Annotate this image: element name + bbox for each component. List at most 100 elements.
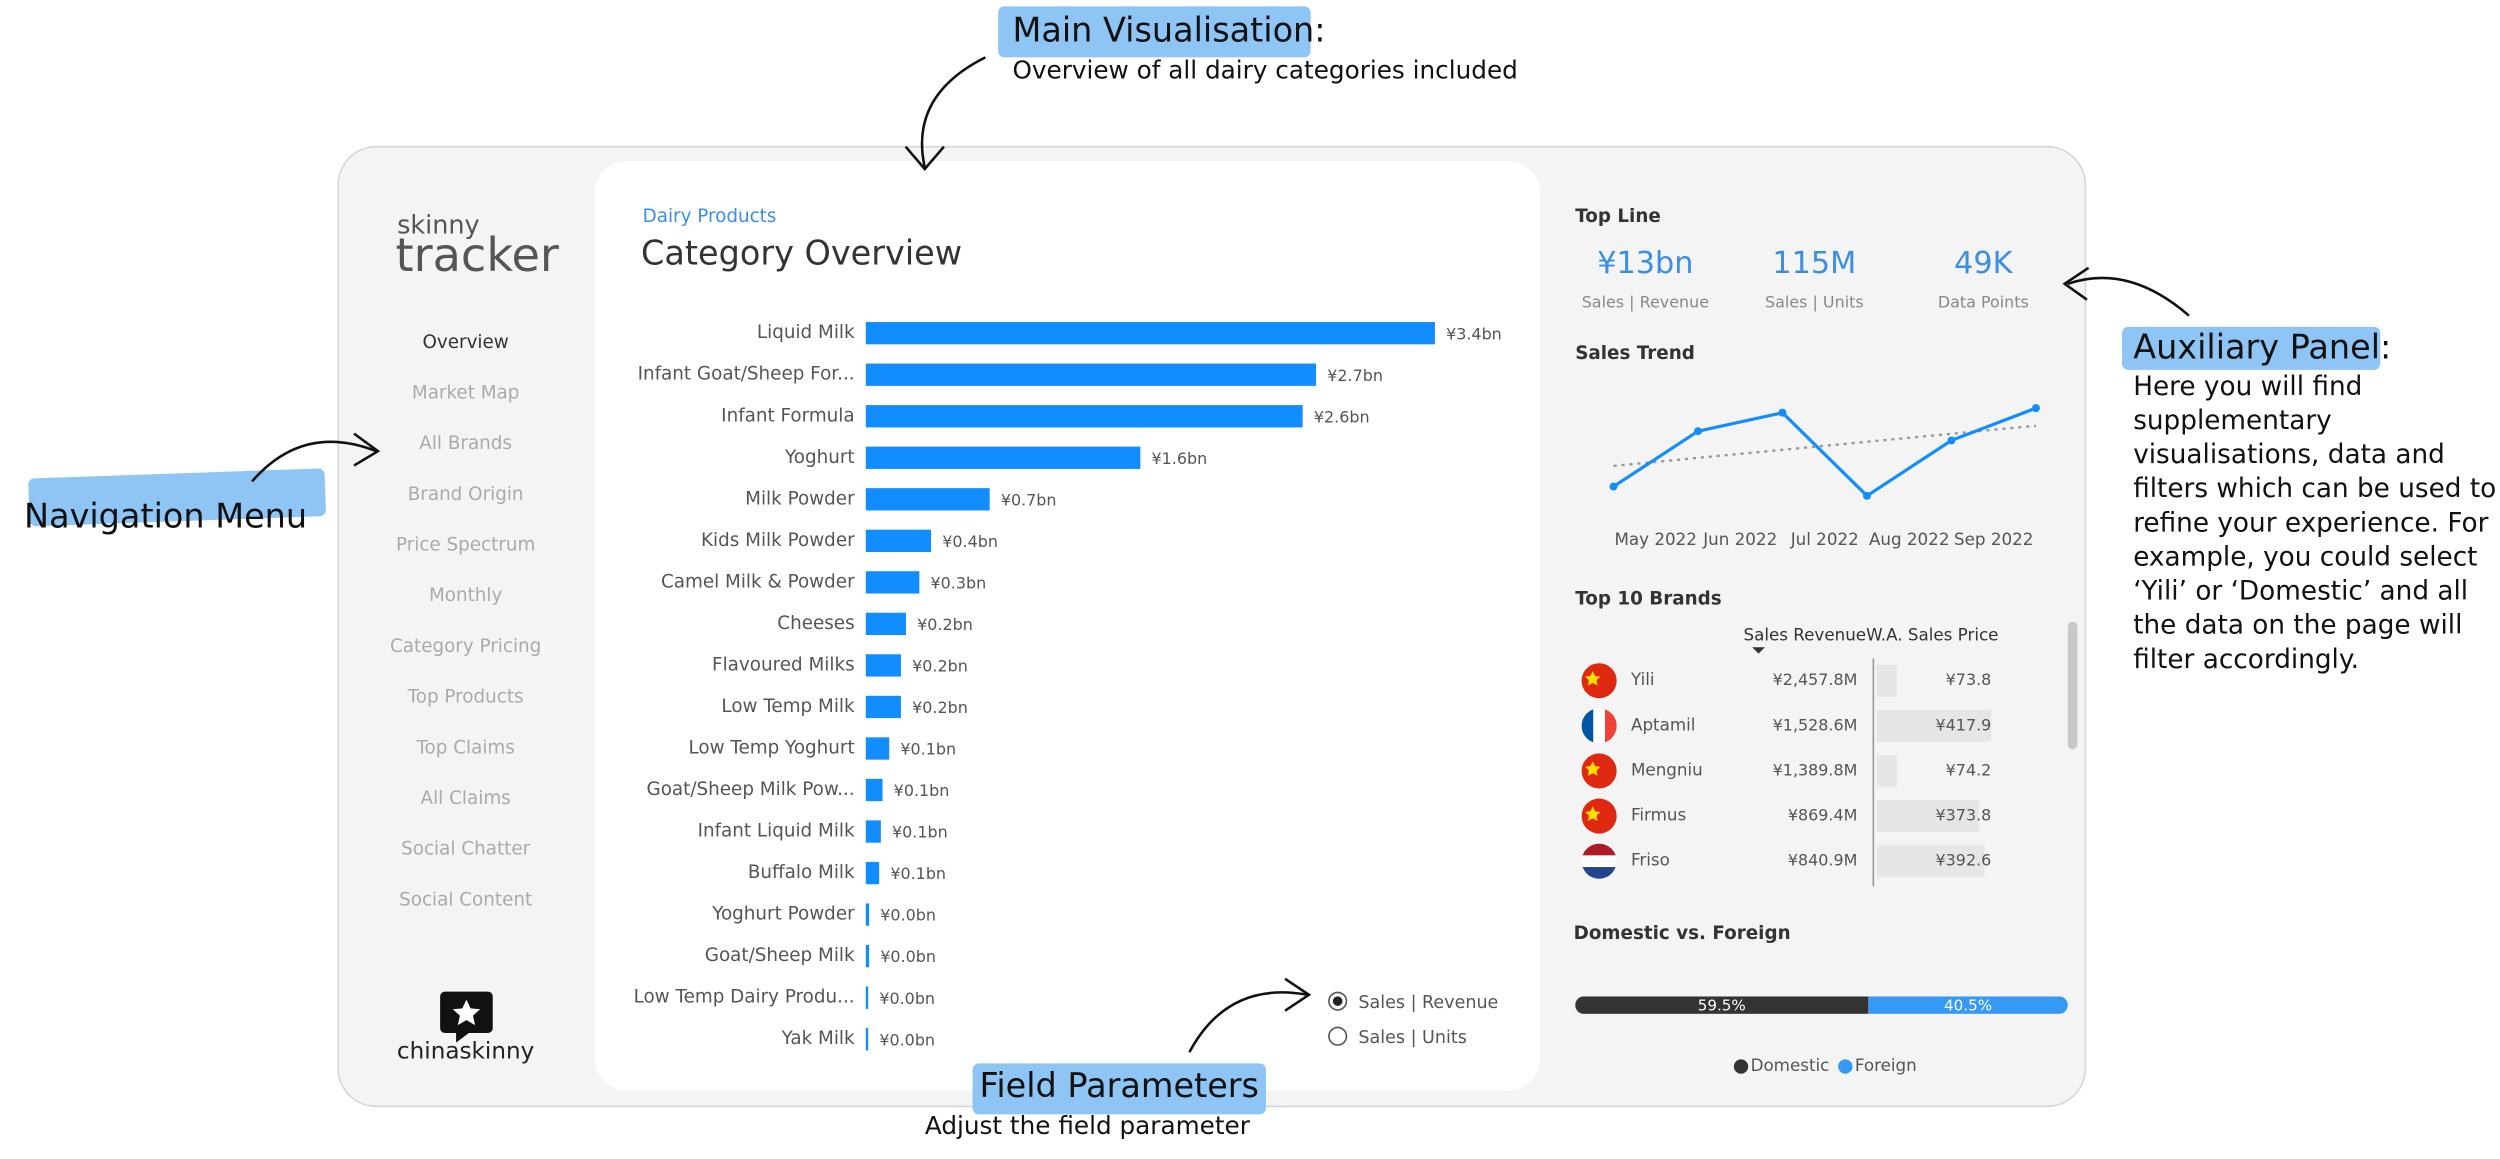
nav-item[interactable]: Category Pricing xyxy=(390,636,541,657)
bar xyxy=(865,571,920,594)
annotation-title: Main Visualisation: xyxy=(1012,10,1325,49)
line xyxy=(1612,406,2037,498)
legend-swatch xyxy=(1838,1059,1853,1074)
value-label: ¥1.6bn xyxy=(1151,449,1207,468)
brand-name: Aptamil xyxy=(1631,714,1695,734)
value-label: 40.5% xyxy=(1944,996,1992,1014)
category-label: Infant Formula xyxy=(721,405,854,426)
bar xyxy=(865,405,1303,428)
nav-item[interactable]: All Brands xyxy=(419,433,512,454)
category-label: Liquid Milk xyxy=(757,322,855,343)
nav-item[interactable]: Social Content xyxy=(399,889,532,910)
bar xyxy=(865,944,870,968)
category-label: Low Temp Dairy Produ... xyxy=(634,987,855,1008)
nav-item[interactable]: Brand Origin xyxy=(408,484,524,505)
value-label: ¥2.7bn xyxy=(1327,366,1383,385)
x-tick-label: Jul 2022 xyxy=(1790,529,1859,549)
bar xyxy=(865,322,1435,345)
nav-item[interactable]: Top Products xyxy=(407,687,524,708)
value-label: 59.5% xyxy=(1698,996,1746,1014)
price-label: ¥417.9 xyxy=(1936,715,1992,734)
bar xyxy=(865,778,883,802)
point xyxy=(1947,436,1956,445)
bar xyxy=(865,363,1317,386)
radio[interactable] xyxy=(1328,1026,1348,1046)
bar xyxy=(865,820,881,843)
value-label: ¥0.0bn xyxy=(880,906,936,925)
bar xyxy=(865,488,990,511)
revenue-label: ¥1,528.6M xyxy=(1773,715,1858,734)
main-card xyxy=(594,161,1541,1091)
nav-item[interactable]: Market Map xyxy=(412,382,520,403)
category-label: Goat/Sheep Milk Pow... xyxy=(647,779,855,800)
kpi-value: 49K xyxy=(1954,246,2014,281)
nav-item[interactable]: Social Chatter xyxy=(401,839,530,860)
brand-name: Yili xyxy=(1630,669,1655,689)
nav-item[interactable]: All Claims xyxy=(421,788,511,809)
scrollbar xyxy=(2067,621,2078,750)
highlight xyxy=(972,1063,1266,1115)
value-label: ¥0.1bn xyxy=(894,781,950,800)
revenue-label: ¥869.4M xyxy=(1788,806,1858,825)
annotation-text: Overview of all dairy categories include… xyxy=(1012,56,1517,85)
flag-star xyxy=(1585,671,1601,686)
logo-star xyxy=(452,999,481,1026)
annotation-title: Navigation Menu xyxy=(24,497,307,536)
section-title: Domestic vs. Foreign xyxy=(1574,923,1791,944)
annotation-text: example, you could select xyxy=(2133,542,2477,572)
nav-item[interactable]: Price Spectrum xyxy=(396,535,535,556)
value-label: ¥0.1bn xyxy=(890,864,946,883)
value-label: ¥0.1bn xyxy=(892,823,948,842)
nav-item[interactable]: Overview xyxy=(422,332,508,353)
bar xyxy=(865,654,901,677)
chart-subtitle: Dairy Products xyxy=(643,206,777,227)
point xyxy=(1778,408,1787,417)
value-label: ¥0.0bn xyxy=(879,989,935,1008)
value-label: ¥0.1bn xyxy=(900,740,956,759)
logo-text: tracker xyxy=(395,228,558,282)
category-label: Yak Milk xyxy=(781,1028,855,1049)
sort-icon xyxy=(1752,647,1765,654)
value-label: ¥0.3bn xyxy=(931,573,987,592)
nav-item[interactable]: Monthly xyxy=(429,585,503,606)
category-label: Low Temp Yoghurt xyxy=(688,737,854,758)
bar xyxy=(865,903,870,926)
kpi-value: 115M xyxy=(1772,246,1856,281)
kpi-label: Data Points xyxy=(1938,292,2029,311)
price-bar xyxy=(1876,800,1980,833)
nav-item[interactable]: Top Claims xyxy=(415,737,514,758)
legend-swatch xyxy=(1733,1059,1749,1074)
flag xyxy=(1581,843,1617,856)
price-label: ¥373.8 xyxy=(1936,806,1992,825)
bar xyxy=(865,737,890,760)
category-label: Infant Liquid Milk xyxy=(698,821,855,842)
value-label: ¥2.6bn xyxy=(1314,407,1370,426)
annotation-text: refine your experience. For xyxy=(2133,508,2488,538)
flag xyxy=(1581,867,1617,879)
value-label: ¥3.4bn xyxy=(1446,324,1502,343)
category-label: Milk Powder xyxy=(745,488,855,509)
x-tick-label: Aug 2022 xyxy=(1869,529,1950,549)
category-label: Kids Milk Powder xyxy=(701,530,855,551)
flag xyxy=(1581,663,1617,699)
price-bar xyxy=(1876,664,1897,697)
bar xyxy=(865,529,932,552)
point xyxy=(1693,427,1702,436)
kpi-value: ¥13bn xyxy=(1597,246,1693,281)
category-label: Camel Milk & Powder xyxy=(661,571,855,592)
radio-label: Sales | Revenue xyxy=(1358,993,1498,1013)
flag xyxy=(1605,708,1617,744)
value-label: ¥0.2bn xyxy=(917,615,973,634)
flag-star xyxy=(1585,761,1601,776)
category-label: Yoghurt xyxy=(784,447,855,468)
kpi-label: Sales | Units xyxy=(1765,292,1864,311)
price-bar xyxy=(1876,845,1985,878)
stacked-bar xyxy=(1575,996,1869,1014)
value-label: ¥0.2bn xyxy=(912,657,968,676)
chart-title: Category Overview xyxy=(641,234,962,273)
category-label: Yoghurt Powder xyxy=(711,904,855,925)
revenue-label: ¥840.9M xyxy=(1788,851,1858,870)
brand-name: Friso xyxy=(1631,850,1670,870)
category-label: Cheeses xyxy=(777,613,854,634)
